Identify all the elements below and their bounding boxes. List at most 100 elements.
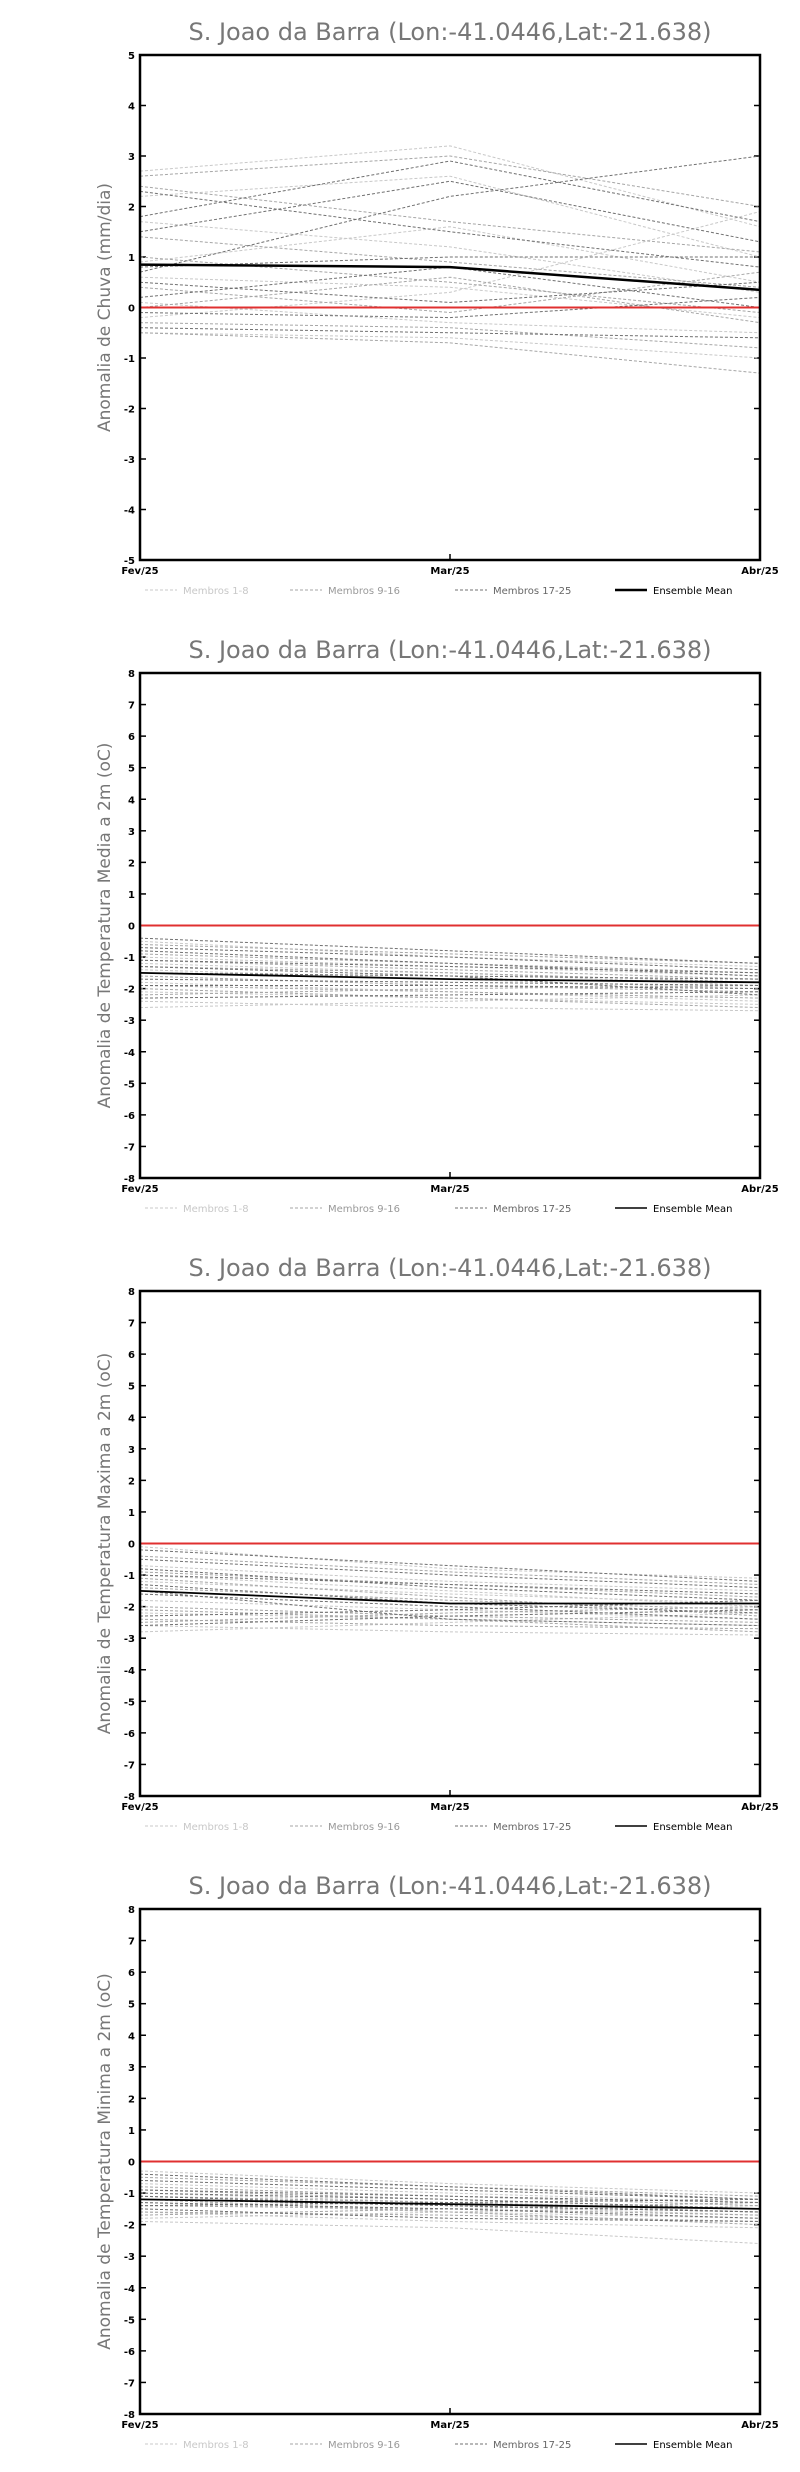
- y-tick-label: -2: [124, 985, 135, 996]
- y-tick-label: 5: [128, 2000, 135, 2011]
- chart-panel-4: S. Joao da Barra (Lon:-41.0446,Lat:-21.6…: [0, 1854, 800, 2472]
- member-line-6: [140, 1626, 760, 1635]
- member-line-1: [140, 1547, 760, 1579]
- y-tick-label: -7: [124, 1142, 135, 1153]
- x-tick-label: Mar/25: [430, 566, 469, 577]
- member-line-4: [140, 227, 760, 283]
- legend-label: Membros 9-16: [328, 1822, 400, 1833]
- legend-item-3: Membros 17-25: [455, 2440, 571, 2451]
- y-tick-label: -7: [124, 2378, 135, 2389]
- member-line-15: [140, 323, 760, 348]
- y-tick-label: 0: [128, 2158, 135, 2169]
- y-tick-label: 4: [128, 102, 135, 113]
- x-tick-label: Abr/25: [741, 1184, 778, 1195]
- y-tick-label: 8: [128, 1287, 135, 1298]
- x-tick-label: Fev/25: [121, 1802, 158, 1813]
- member-line-9: [140, 944, 760, 963]
- y-tick-label: -1: [124, 354, 135, 365]
- legend-item-3: Membros 17-25: [455, 586, 571, 597]
- chart-panel-1: S. Joao da Barra (Lon:-41.0446,Lat:-21.6…: [0, 0, 800, 618]
- y-tick-label: 0: [128, 922, 135, 933]
- y-tick-label: -5: [124, 2315, 135, 2326]
- y-axis-label: Anomalia de Temperatura Minima a 2m (oC): [95, 1973, 115, 2350]
- x-tick-label: Mar/25: [430, 2420, 469, 2431]
- member-line-7: [140, 995, 760, 1008]
- y-axis-label: Anomalia de Temperatura Maxima a 2m (oC): [95, 1353, 115, 1735]
- y-tick-label: 1: [128, 2126, 135, 2137]
- y-tick-label: -2: [124, 405, 135, 416]
- y-tick-label: 3: [128, 827, 135, 838]
- legend-label: Membros 1-8: [183, 586, 249, 597]
- x-tick-label: Fev/25: [121, 566, 158, 577]
- y-tick-label: 2: [128, 2094, 135, 2105]
- y-tick-label: -3: [124, 1016, 135, 1027]
- y-tick-label: 2: [128, 203, 135, 214]
- member-line-2: [140, 176, 760, 257]
- y-tick-label: -1: [124, 953, 135, 964]
- y-tick-label: 4: [128, 1413, 135, 1424]
- y-tick-label: 8: [128, 669, 135, 680]
- y-tick-label: 6: [128, 1968, 135, 1979]
- member-line-6: [140, 2221, 760, 2243]
- member-line-19: [140, 181, 760, 242]
- y-tick-label: 1: [128, 890, 135, 901]
- y-tick-label: 5: [128, 1382, 135, 1393]
- member-line-20: [140, 960, 760, 973]
- legend-item-3: Membros 17-25: [455, 1822, 571, 1833]
- member-line-9: [140, 1556, 760, 1584]
- y-tick-label: -6: [124, 2347, 135, 2358]
- member-line-1: [140, 146, 760, 227]
- legend-item-2: Membros 9-16: [290, 1204, 400, 1215]
- y-tick-label: 5: [128, 764, 135, 775]
- y-tick-label: 8: [128, 1905, 135, 1916]
- y-axis-label: Anomalia de Temperatura Media a 2m (oC): [95, 743, 115, 1109]
- member-line-9: [140, 156, 760, 207]
- legend-label: Membros 17-25: [493, 2440, 571, 2451]
- legend-label: Membros 17-25: [493, 586, 571, 597]
- x-tick-label: Abr/25: [741, 566, 778, 577]
- legend-item-4: Ensemble Mean: [615, 1204, 732, 1215]
- y-tick-label: -6: [124, 1111, 135, 1122]
- legend-label: Ensemble Mean: [653, 2440, 732, 2451]
- legend-label: Membros 9-16: [328, 1204, 400, 1215]
- legend-label: Ensemble Mean: [653, 586, 732, 597]
- y-tick-label: 0: [128, 1540, 135, 1551]
- y-tick-label: 2: [128, 1476, 135, 1487]
- legend-item-4: Ensemble Mean: [615, 586, 732, 597]
- ensemble-mean-line: [140, 973, 760, 982]
- y-tick-label: 7: [128, 1319, 135, 1330]
- y-tick-label: -1: [124, 2189, 135, 2200]
- member-line-17: [140, 2174, 760, 2199]
- y-tick-label: 3: [128, 1445, 135, 1456]
- y-tick-label: 3: [128, 2063, 135, 2074]
- legend-item-2: Membros 9-16: [290, 586, 400, 597]
- y-tick-label: -2: [124, 1603, 135, 1614]
- legend-label: Membros 9-16: [328, 586, 400, 597]
- y-tick-label: -5: [124, 1697, 135, 1708]
- legend-item-1: Membros 1-8: [145, 1822, 249, 1833]
- y-tick-label: 0: [128, 304, 135, 315]
- legend-label: Ensemble Mean: [653, 1204, 732, 1215]
- member-line-17: [140, 1550, 760, 1582]
- member-line-22: [140, 979, 760, 985]
- member-line-10: [140, 186, 760, 252]
- chart-title: S. Joao da Barra (Lon:-41.0446,Lat:-21.6…: [188, 1872, 711, 1900]
- y-tick-label: 6: [128, 732, 135, 743]
- y-tick-label: -4: [124, 1048, 135, 1059]
- y-tick-label: -1: [124, 1571, 135, 1582]
- member-line-20: [140, 156, 760, 272]
- legend-label: Membros 17-25: [493, 1822, 571, 1833]
- legend-item-1: Membros 1-8: [145, 2440, 249, 2451]
- chart-title: S. Joao da Barra (Lon:-41.0446,Lat:-21.6…: [188, 18, 711, 46]
- chart-title: S. Joao da Barra (Lon:-41.0446,Lat:-21.6…: [188, 636, 711, 664]
- y-tick-label: -4: [124, 2284, 135, 2295]
- legend-item-1: Membros 1-8: [145, 1204, 249, 1215]
- y-tick-label: -4: [124, 506, 135, 517]
- y-tick-label: -3: [124, 1634, 135, 1645]
- legend-item-2: Membros 9-16: [290, 2440, 400, 2451]
- y-tick-label: 4: [128, 795, 135, 806]
- legend-label: Membros 17-25: [493, 1204, 571, 1215]
- x-tick-label: Abr/25: [741, 2420, 778, 2431]
- legend-item-2: Membros 9-16: [290, 1822, 400, 1833]
- legend-label: Membros 1-8: [183, 1204, 249, 1215]
